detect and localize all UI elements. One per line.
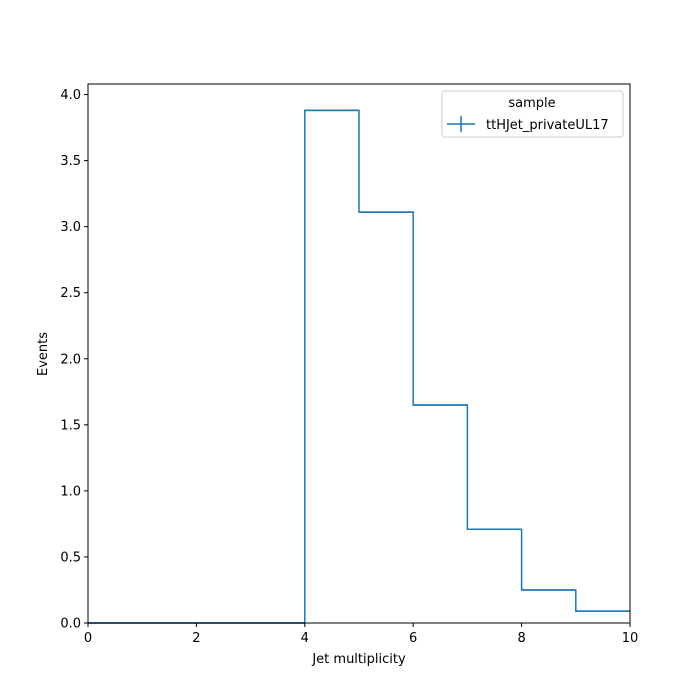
legend: sample ttHJet_privateUL17 [441, 90, 624, 138]
axes-frame [87, 83, 631, 624]
legend-series-label: ttHJet_privateUL17 [486, 118, 609, 133]
x-axis-label: Jet multiplicity [311, 652, 406, 667]
x-tick-label: 6 [409, 631, 417, 646]
legend-box [441, 90, 624, 138]
y-axis-ticks: 0.0 0.5 1.0 1.5 2.0 2.5 3.0 3.5 4.0 [60, 88, 88, 632]
x-tick-label: 8 [517, 631, 525, 646]
y-tick-label: 0.5 [60, 550, 81, 565]
x-tick-label: 0 [84, 631, 92, 646]
legend-title: sample [508, 96, 555, 111]
y-tick-label: 2.5 [60, 286, 81, 301]
y-tick-label: 0.0 [60, 617, 81, 632]
y-tick-label: 4.0 [60, 88, 81, 103]
y-axis-label: Events [36, 332, 51, 376]
x-axis-ticks: 0 2 4 6 8 10 [84, 623, 638, 646]
x-tick-label: 2 [192, 631, 200, 646]
x-tick-label: 4 [301, 631, 309, 646]
y-tick-label: 1.0 [60, 484, 81, 499]
y-tick-label: 1.5 [60, 418, 81, 433]
y-tick-label: 3.5 [60, 154, 81, 169]
x-tick-label: 10 [622, 631, 639, 646]
y-tick-label: 2.0 [60, 352, 81, 367]
y-tick-label: 3.0 [60, 220, 81, 235]
